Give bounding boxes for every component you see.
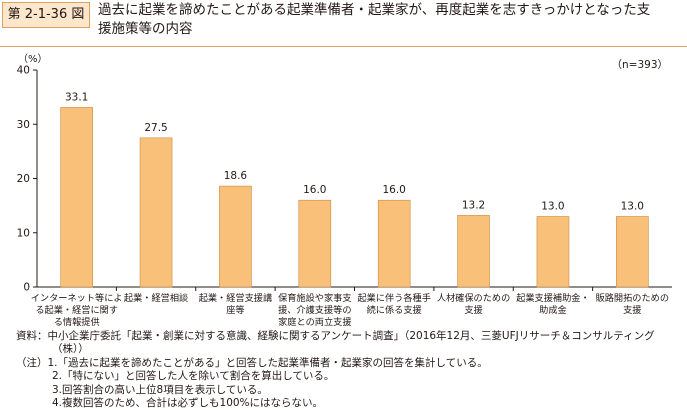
bar [377, 199, 411, 288]
data-label: 13.0 [541, 200, 564, 212]
category-label: 起業に伴う各種手続に係る支援 [357, 292, 431, 316]
category-label-line: 人材確保のための [437, 292, 511, 304]
y-tick-label: 40 [17, 65, 30, 77]
note-1: （注）1.「過去に起業を諦めたことがある」と回答した起業準備者・起業家の回答を集… [16, 356, 488, 369]
bar [536, 216, 570, 288]
y-tick-label: 10 [17, 227, 30, 239]
bar [298, 199, 332, 288]
category-label: インターネット等による起業・経営に関する情報提供 [31, 292, 123, 328]
bar [139, 137, 173, 288]
note-3: 3.回答割合の高い上位8項目を表示している。 [52, 383, 268, 396]
y-tick-label: 30 [17, 119, 30, 131]
category-label-line: 起業・経営相談 [124, 292, 188, 304]
bar-chart: （%） （n=393） 0 10 20 30 40 33.1 インターネット等による起業・… [17, 53, 672, 328]
figure-title-line-1: 過去に起業を諦めたことがある起業準備者・起業家が、再度起業を志すきっかけとなった… [98, 2, 651, 18]
bar [219, 185, 252, 288]
data-label: 33.1 [65, 91, 88, 103]
data-label: 27.5 [144, 122, 167, 134]
y-axis-unit-label: （%） [18, 53, 48, 65]
source-note-continuation: （株）） [52, 343, 89, 356]
y-tick-label: 0 [23, 282, 30, 294]
category-label-line: る起業・経営に関す [35, 304, 118, 316]
category-label-line: る情報提供 [54, 316, 100, 328]
category-label-line: 助成金 [539, 304, 567, 316]
category-label-line: 販路開拓のための [596, 292, 670, 304]
category-label-line: 家庭との両立支援 [278, 316, 351, 328]
category-label-line: 保育施設や家事支 [278, 292, 352, 304]
notes-block: 資料：中小企業庁委託「起業・創業に対する意識、経験に関するアンケート調査」（20… [16, 330, 655, 410]
category-label: 保育施設や家事支援、介護支援等の家庭との両立支援 [278, 292, 352, 328]
category-label-line: 続に係る支援 [367, 304, 422, 316]
category-label-line: 支援 [623, 304, 641, 316]
note-4: 4.複数回答のため、合計は必ずしも100%にはならない。 [52, 397, 324, 410]
category-label-line: 起業支援補助金・ [516, 292, 590, 304]
category-label: 起業・経営相談 [124, 292, 188, 304]
data-label: 16.0 [382, 184, 405, 196]
bar [457, 215, 490, 288]
bar [60, 107, 93, 288]
category-label-line: 援、介護支援等の [278, 304, 352, 316]
category-label: 人材確保のための支援 [437, 292, 511, 316]
data-label: 16.0 [303, 184, 326, 196]
category-label-line: 支援 [464, 304, 482, 316]
figure-title-line-2: 援施策等の内容 [98, 21, 193, 37]
figure-title: 過去に起業を諦めたことがある起業準備者・起業家が、再度起業を志すきっかけとなった… [98, 1, 678, 39]
data-label: 18.6 [224, 170, 248, 182]
title-divider [0, 46, 687, 47]
note-2: 2.「特にない」と回答した人を除いて割合を算出している。 [52, 370, 335, 383]
category-label-line: 起業に伴う各種手 [357, 292, 431, 304]
category-label-line: 起業・経営支援講 [199, 292, 273, 304]
bar [616, 216, 649, 288]
data-label: 13.0 [621, 200, 644, 212]
y-tick-label: 20 [17, 173, 30, 185]
figure-number-badge: 第 2-1-36 図 [2, 2, 90, 28]
category-label: 販路開拓のための支援 [596, 292, 670, 316]
category-label: 起業支援補助金・助成金 [516, 292, 590, 316]
source-note: 資料：中小企業庁委託「起業・創業に対する意識、経験に関するアンケート調査」（20… [16, 330, 655, 342]
sample-size-note: （n=393） [612, 59, 669, 71]
data-label: 13.2 [462, 199, 485, 211]
category-label-line: インターネット等によ [31, 292, 123, 304]
category-label-line: 座等 [226, 304, 244, 316]
category-label: 起業・経営支援講座等 [199, 292, 273, 316]
